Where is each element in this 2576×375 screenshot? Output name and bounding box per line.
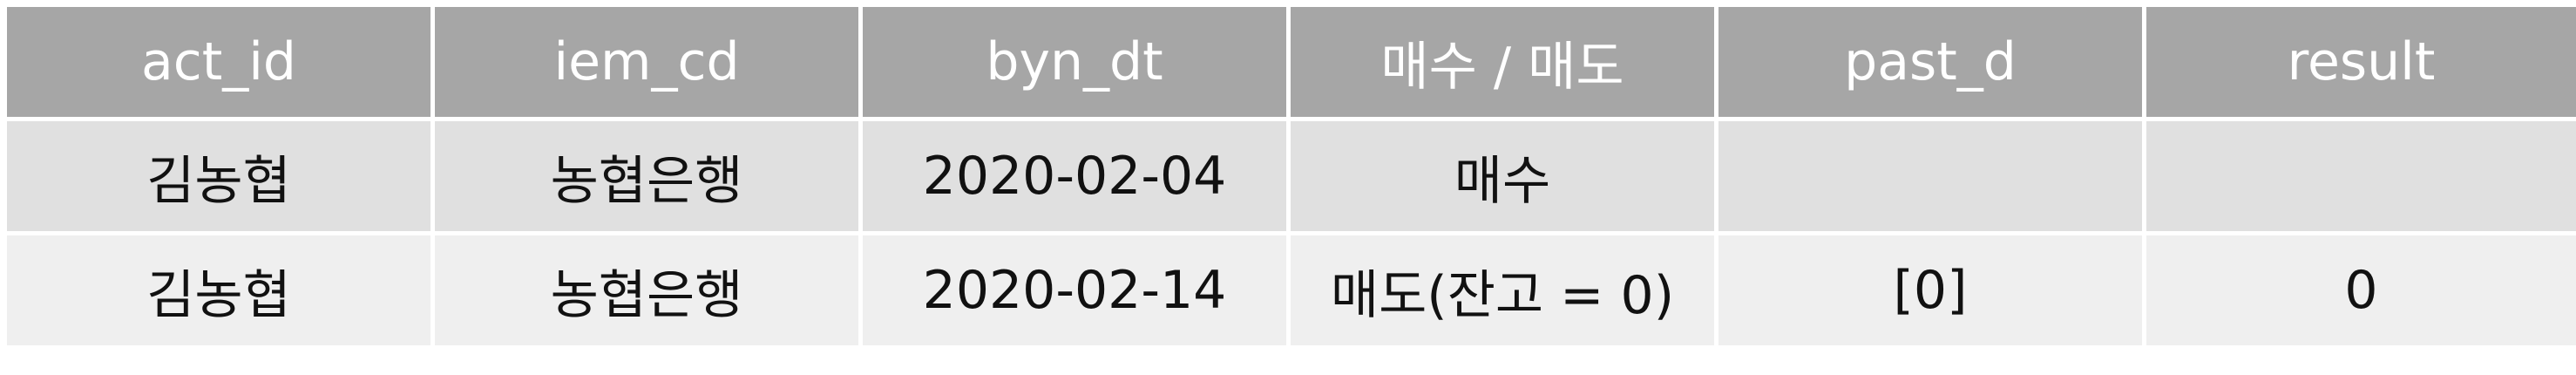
header-row: act_id iem_cd byn_dt 매수 / 매도 past_d resu… xyxy=(7,7,2576,121)
data-table-container: act_id iem_cd byn_dt 매수 / 매도 past_d resu… xyxy=(7,7,2576,350)
cell-past-d xyxy=(1718,121,2146,235)
cell-byn-dt: 2020-02-14 xyxy=(863,235,1291,350)
cell-result: 0 xyxy=(2146,235,2576,350)
column-header-byn-dt: byn_dt xyxy=(863,7,1291,121)
table-row: 김농협 농협은행 2020-02-04 매수 xyxy=(7,121,2576,235)
cell-byn-dt: 2020-02-04 xyxy=(863,121,1291,235)
column-header-act-id: act_id xyxy=(7,7,435,121)
column-header-buy-sell: 매수 / 매도 xyxy=(1291,7,1718,121)
column-header-iem-cd: iem_cd xyxy=(435,7,863,121)
column-header-result: result xyxy=(2146,7,2576,121)
cell-act-id: 김농협 xyxy=(7,121,435,235)
column-header-past-d: past_d xyxy=(1718,7,2146,121)
cell-buy-sell: 매도(잔고 = 0) xyxy=(1291,235,1718,350)
cell-past-d: [0] xyxy=(1718,235,2146,350)
table-header: act_id iem_cd byn_dt 매수 / 매도 past_d resu… xyxy=(7,7,2576,121)
trade-table: act_id iem_cd byn_dt 매수 / 매도 past_d resu… xyxy=(7,7,2576,350)
table-row: 김농협 농협은행 2020-02-14 매도(잔고 = 0) [0] 0 xyxy=(7,235,2576,350)
cell-iem-cd: 농협은행 xyxy=(435,235,863,350)
cell-result xyxy=(2146,121,2576,235)
cell-iem-cd: 농협은행 xyxy=(435,121,863,235)
cell-act-id: 김농협 xyxy=(7,235,435,350)
cell-buy-sell: 매수 xyxy=(1291,121,1718,235)
table-body: 김농협 농협은행 2020-02-04 매수 김농협 농협은행 2020-02-… xyxy=(7,121,2576,350)
